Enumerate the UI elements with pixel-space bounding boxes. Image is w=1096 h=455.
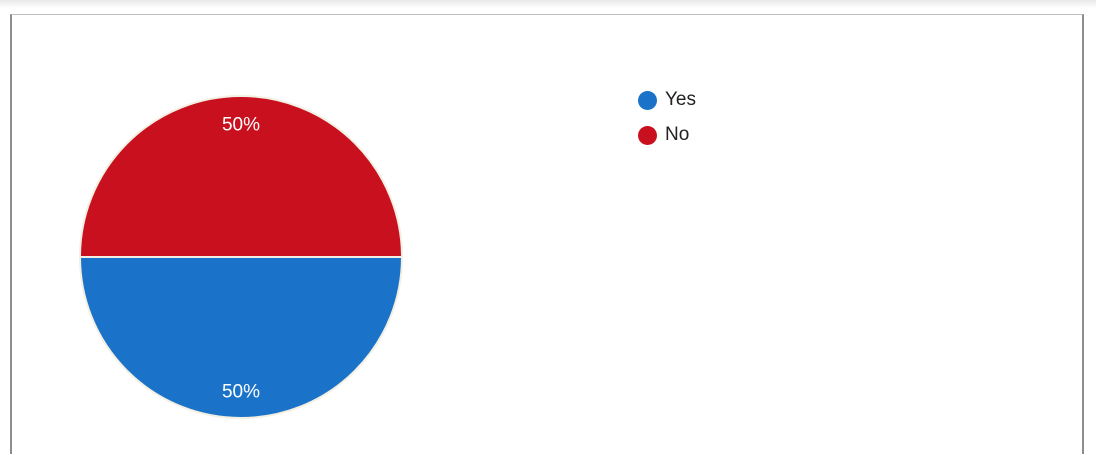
legend-label-yes: Yes	[665, 89, 696, 110]
scan-edge	[0, 0, 1096, 8]
slice-label-yes: 50%	[222, 382, 260, 403]
legend-item-yes[interactable]: Yes	[638, 86, 696, 114]
legend-swatch-yes	[638, 90, 657, 110]
pie-slice-no[interactable]	[78, 95, 404, 258]
legend: Yes No	[638, 86, 696, 156]
legend-item-no[interactable]: No	[638, 121, 696, 149]
pie-slice-yes[interactable]	[78, 256, 404, 419]
legend-label-no: No	[665, 124, 690, 145]
legend-swatch-no	[638, 125, 657, 145]
slice-label-no: 50%	[222, 114, 260, 135]
